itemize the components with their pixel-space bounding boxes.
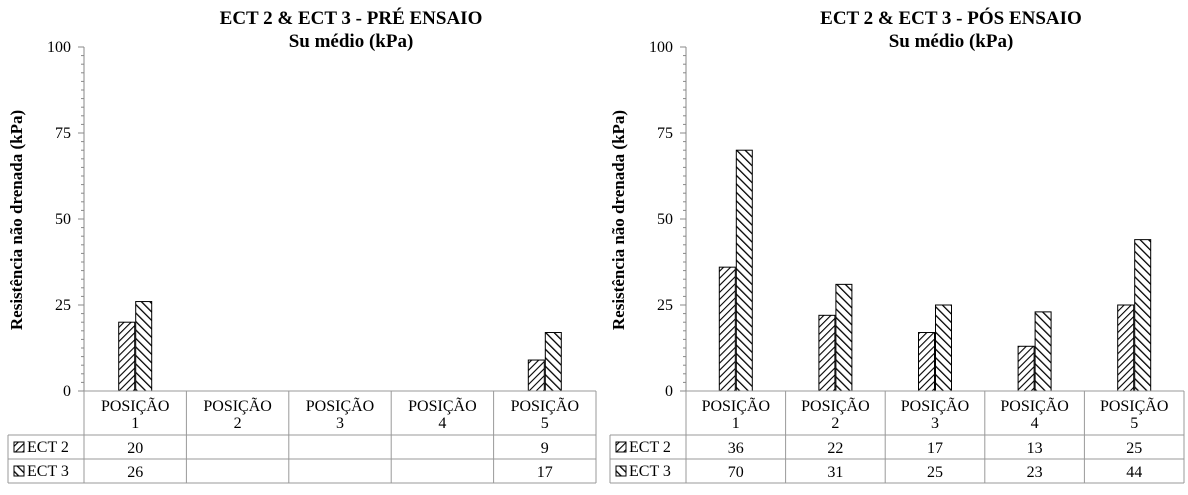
bar-ect3: [935, 304, 952, 392]
y-tick-label: 25: [657, 297, 673, 314]
bar-ect2: [118, 321, 136, 392]
category-label: POSIÇÃO: [1100, 397, 1168, 415]
legend-label: ECT 2: [27, 439, 69, 456]
category-label: POSIÇÃO: [511, 397, 579, 415]
legend-key-ect3: [13, 465, 25, 477]
category-label: POSIÇÃO: [101, 397, 169, 415]
category-label: 1: [732, 415, 740, 432]
bar-ect2: [527, 359, 545, 392]
y-tick-label: 0: [665, 383, 673, 400]
bar-ect3: [1134, 239, 1152, 392]
data-label: 70: [728, 464, 744, 481]
category-label: 3: [931, 415, 939, 432]
category-label: 5: [541, 415, 549, 432]
bar-ect2: [1017, 345, 1035, 392]
category-label: 4: [1031, 415, 1039, 432]
category-label: 3: [336, 415, 344, 432]
data-label: 20: [127, 440, 143, 457]
data-label: 25: [1126, 440, 1142, 457]
chart-title: ECT 2 & ECT 3 - PÓS ENSAIO: [820, 7, 1082, 29]
y-tick-label: 0: [63, 383, 71, 400]
bar-ect3: [835, 283, 853, 392]
legend-key-ect2: [13, 441, 25, 453]
y-axis-label: Resistência não drenada (kPa): [609, 110, 628, 330]
category-label: POSIÇÃO: [203, 397, 271, 415]
category-label: POSIÇÃO: [702, 397, 770, 415]
data-label: 17: [927, 440, 943, 457]
category-label: POSIÇÃO: [408, 397, 476, 415]
category-label: POSIÇÃO: [801, 397, 869, 415]
data-label: 44: [1126, 464, 1142, 481]
y-tick-label: 75: [55, 125, 71, 142]
legend-key-ect3: [615, 465, 627, 477]
category-label: 1: [131, 415, 139, 432]
data-label: 25: [927, 464, 943, 481]
data-label: 22: [827, 440, 843, 457]
y-tick-label: 50: [55, 211, 71, 228]
category-label: 4: [438, 415, 446, 432]
y-tick-label: 100: [47, 39, 71, 56]
category-label: POSIÇÃO: [1000, 397, 1068, 415]
chart-subtitle: Su médio (kPa): [289, 31, 414, 52]
data-label: 36: [728, 440, 744, 457]
bar-ect2: [918, 332, 935, 392]
bar-ect3: [135, 301, 153, 392]
legend-label: ECT 3: [27, 463, 69, 480]
category-label: POSIÇÃO: [901, 397, 969, 415]
category-label: POSIÇÃO: [306, 397, 374, 415]
y-axis-label: Resistência não drenada (kPa): [7, 110, 26, 330]
legend-key-ect2: [615, 441, 627, 453]
y-tick-label: 100: [649, 39, 673, 56]
data-label: 26: [127, 464, 143, 481]
bar-ect2: [818, 314, 836, 392]
y-tick-label: 50: [657, 211, 673, 228]
bar-ect3: [544, 332, 562, 392]
data-label: 17: [537, 464, 553, 481]
bar-ect3: [1034, 311, 1052, 392]
bar-ect2: [1117, 304, 1135, 392]
y-tick-label: 75: [657, 125, 673, 142]
chart-subtitle: Su médio (kPa): [889, 31, 1014, 52]
bar-ect2: [718, 266, 736, 392]
category-label: 5: [1130, 415, 1138, 432]
bar-ect3: [735, 149, 753, 392]
data-label: 31: [827, 464, 843, 481]
category-label: 2: [831, 415, 839, 432]
data-label: 9: [541, 440, 549, 457]
y-tick-label: 25: [55, 297, 71, 314]
data-label: 13: [1027, 440, 1043, 457]
data-label: 23: [1027, 464, 1043, 481]
legend-label: ECT 2: [629, 439, 671, 456]
chart-title: ECT 2 & ECT 3 - PRÉ ENSAIO: [220, 7, 483, 29]
legend-label: ECT 3: [629, 463, 671, 480]
category-label: 2: [234, 415, 242, 432]
